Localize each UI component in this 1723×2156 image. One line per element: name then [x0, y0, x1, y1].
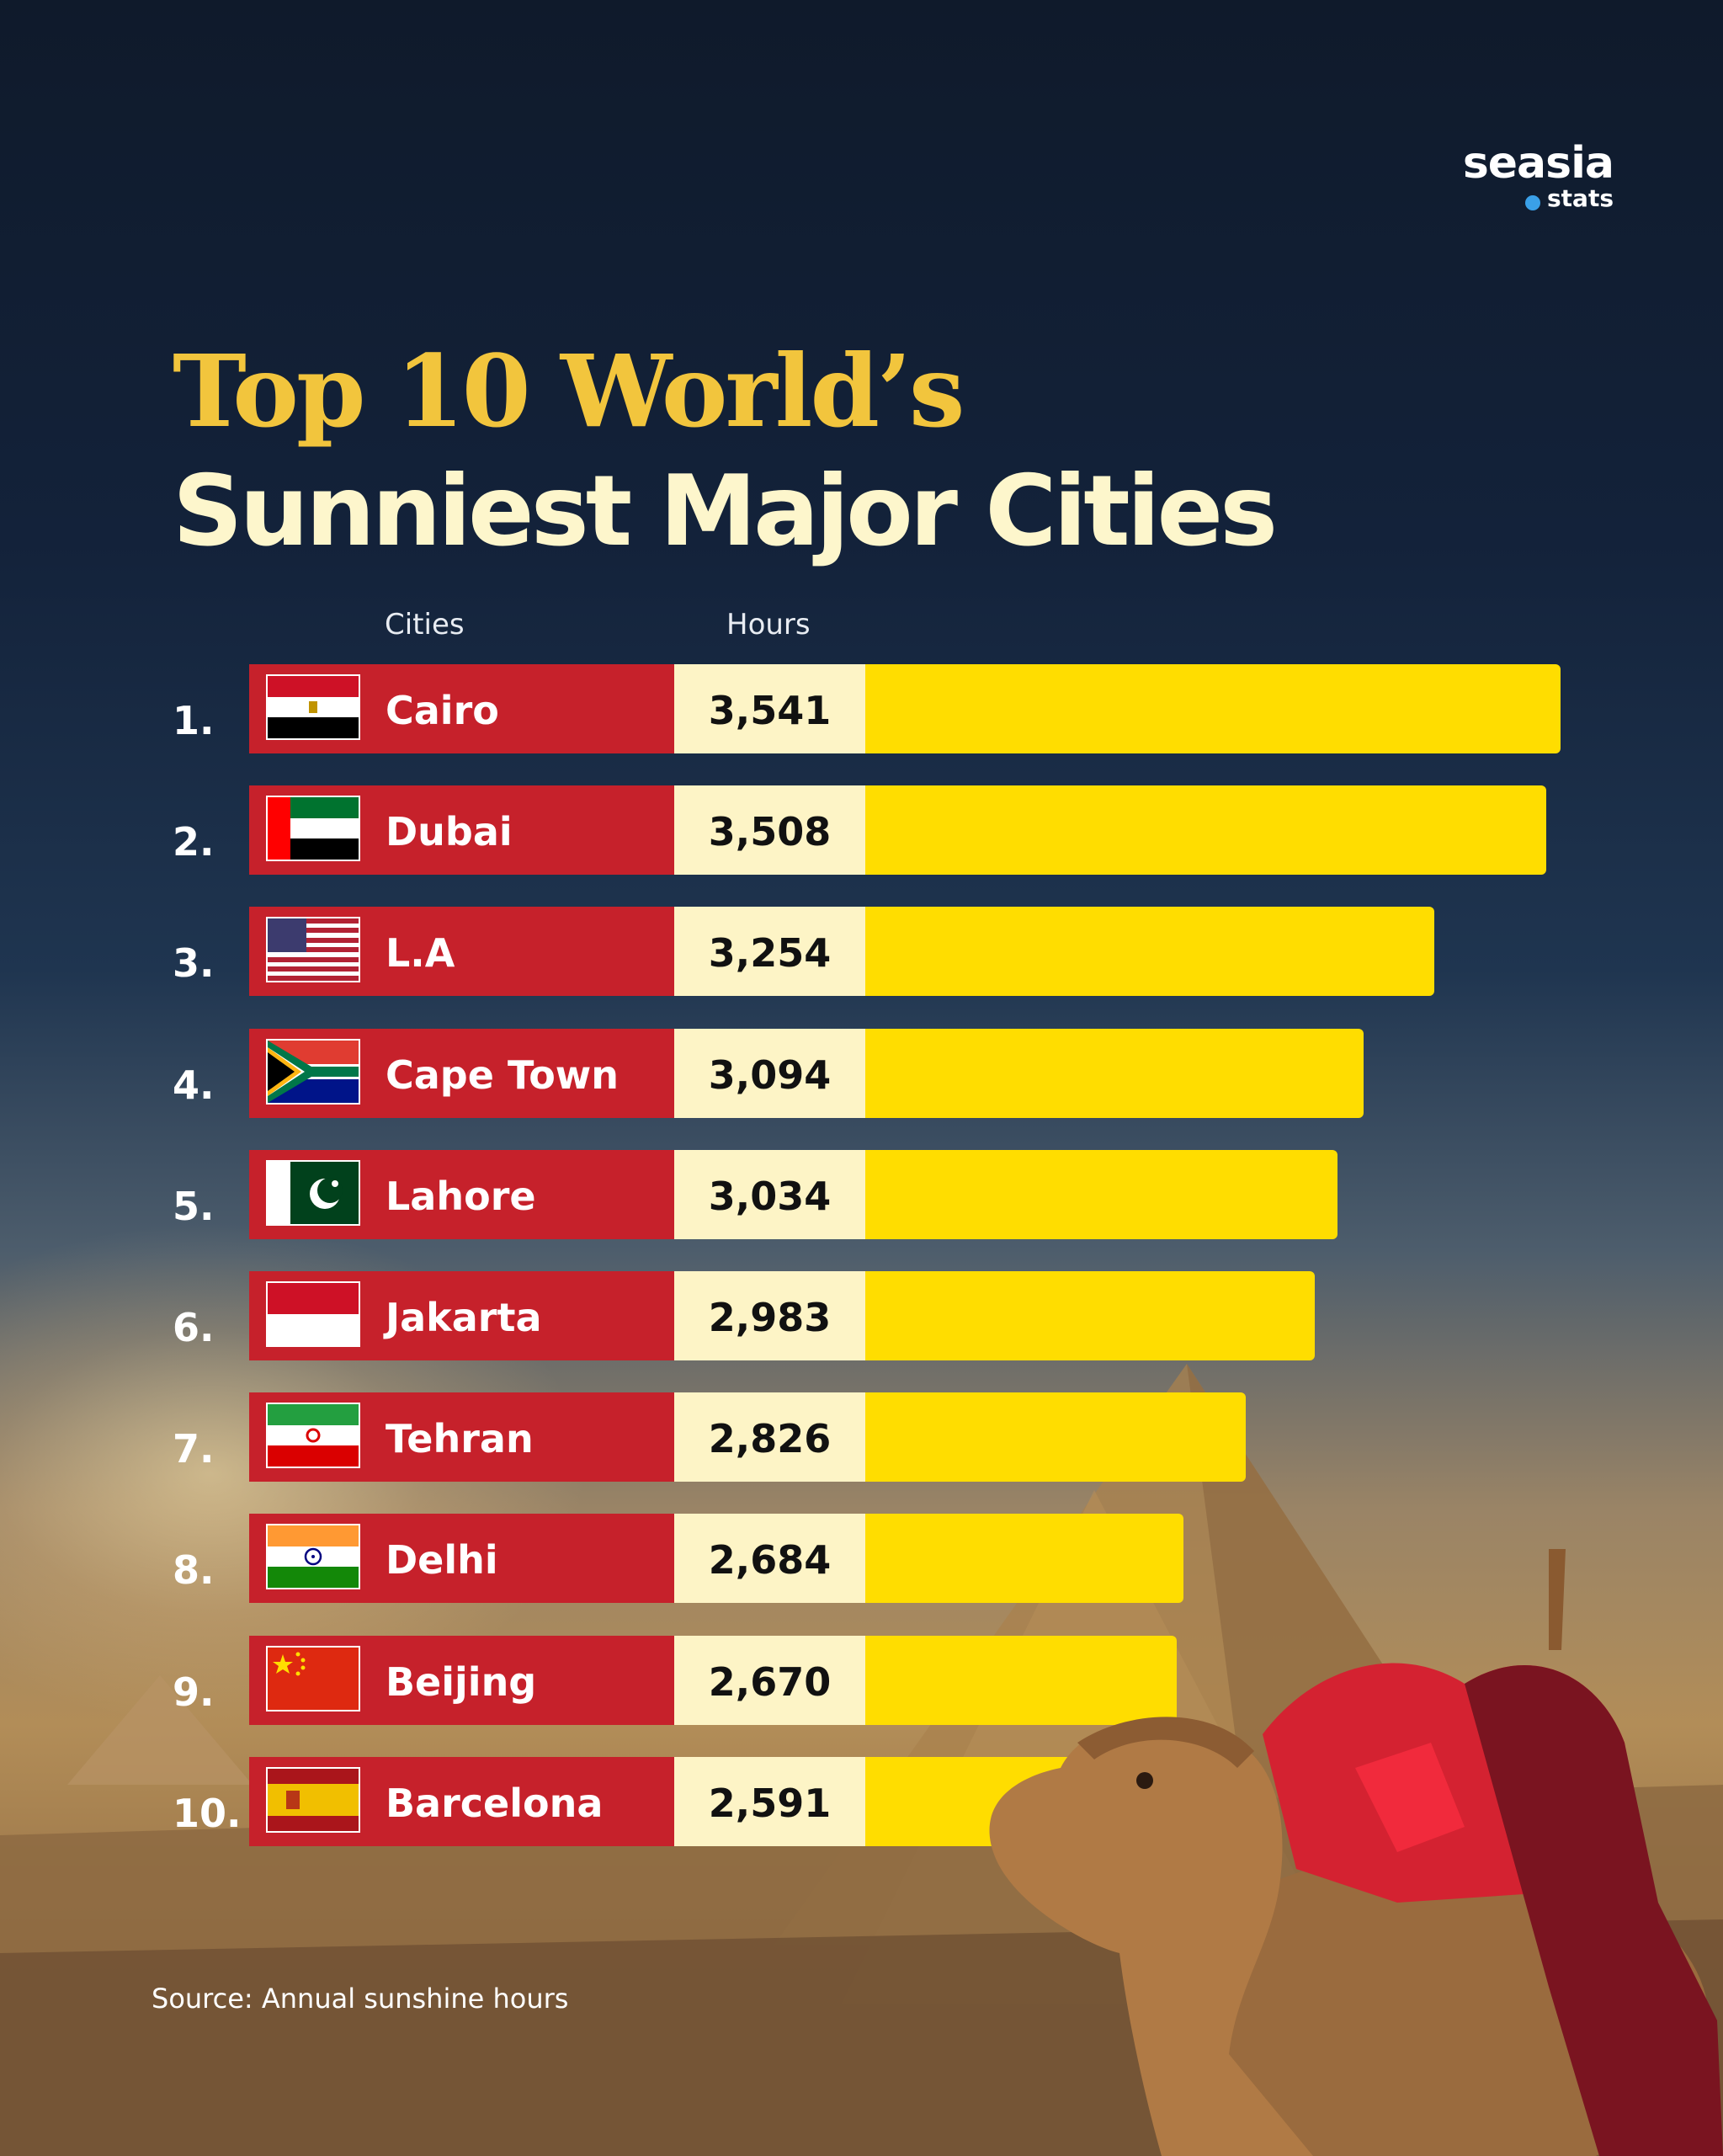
hours-bar: [865, 1392, 1246, 1483]
hours-value: 3,541: [708, 688, 832, 733]
hours-value: 2,670: [708, 1658, 832, 1705]
rank-label: 3.: [173, 940, 215, 987]
rank-label: 6.: [173, 1305, 215, 1350]
hours-bar: [865, 664, 1561, 753]
table-row: 5. Lahore 3,034: [0, 1149, 1723, 1239]
hours-cell: 3,254: [674, 907, 865, 997]
hours-cell: 2,826: [674, 1392, 865, 1483]
uae-flag-icon: [266, 796, 360, 862]
city-name: Cairo: [386, 688, 499, 733]
city-cell: Beijing: [249, 1635, 674, 1725]
city-cell: Tehran: [249, 1392, 674, 1483]
rank-label: 5.: [173, 1183, 215, 1229]
hours-cell: 2,591: [674, 1756, 865, 1846]
hours-bar: [865, 1028, 1364, 1118]
city-cell: Cape Town: [249, 1028, 674, 1118]
hours-cell: 3,094: [674, 1028, 865, 1118]
title-line-2: Sunniest Major Cities: [173, 455, 1278, 568]
table-row: 9. Beijing 2,670: [0, 1635, 1723, 1725]
hours-value: 3,034: [708, 1173, 832, 1219]
city-cell: Barcelona: [249, 1756, 674, 1846]
city-name: Dubai: [386, 809, 513, 855]
brand-name: seasia: [1462, 138, 1614, 189]
hours-value: 2,684: [708, 1537, 832, 1584]
brand-dot-icon: [1525, 194, 1540, 210]
south-africa-flag-icon: [266, 1038, 360, 1105]
rank-label: 2.: [173, 819, 215, 865]
brand-sub-row: stats: [1463, 185, 1614, 212]
hours-bar: [865, 1149, 1337, 1239]
table-row: 8. Delhi 2,684: [0, 1514, 1723, 1604]
column-header-cities: Cities: [385, 608, 465, 641]
hours-bar: [865, 1635, 1177, 1725]
hours-cell: 2,670: [674, 1635, 865, 1725]
table-row: 3. L.A 3,254: [0, 907, 1723, 997]
rank-label: 8.: [173, 1547, 215, 1594]
egypt-flag-icon: [266, 674, 360, 740]
indonesia-flag-icon: [266, 1281, 360, 1347]
city-name: Lahore: [386, 1173, 536, 1219]
city-cell: Dubai: [249, 785, 674, 876]
table-row: 6. Jakarta 2,983: [0, 1271, 1723, 1360]
city-cell: Cairo: [249, 664, 674, 753]
hours-cell: 3,508: [674, 785, 865, 876]
city-name: Delhi: [386, 1537, 498, 1584]
city-name: Jakarta: [386, 1295, 542, 1340]
rank-label: 4.: [173, 1062, 215, 1108]
city-name: Tehran: [386, 1416, 534, 1462]
iran-flag-icon: [266, 1403, 360, 1469]
column-header-hours: Hours: [726, 608, 811, 641]
hours-value: 3,094: [708, 1051, 832, 1098]
rank-label: 9.: [173, 1669, 215, 1715]
india-flag-icon: [266, 1524, 360, 1590]
rank-label: 1.: [173, 698, 215, 743]
city-cell: Delhi: [249, 1514, 674, 1604]
hours-value: 3,254: [708, 930, 832, 977]
city-name: Barcelona: [386, 1780, 604, 1826]
spain-flag-icon: [266, 1766, 360, 1833]
usa-flag-icon: [266, 917, 360, 983]
hours-bar: [865, 907, 1434, 997]
city-cell: Lahore: [249, 1149, 674, 1239]
table-row: 7. Tehran 2,826: [0, 1392, 1723, 1483]
title-line-1: Top 10 World’s: [173, 333, 965, 450]
hours-cell: 2,983: [674, 1271, 865, 1360]
brand-sub: stats: [1547, 184, 1614, 212]
table-row: 4. Cape Town 3,094: [0, 1028, 1723, 1118]
camel-image: [989, 1549, 1723, 2156]
hours-cell: 3,541: [674, 664, 865, 753]
brand-logo: seasia stats: [1463, 141, 1614, 212]
city-cell: L.A: [249, 907, 674, 997]
source-note: Source: Annual sunshine hours: [152, 1983, 569, 2015]
city-name: Cape Town: [386, 1051, 620, 1098]
hours-bar: [865, 785, 1546, 876]
hours-value: 2,591: [708, 1780, 832, 1826]
hours-bar: [865, 1514, 1183, 1604]
city-name: L.A: [386, 930, 455, 977]
rank-label: 10.: [173, 1790, 242, 1836]
hours-value: 2,983: [708, 1295, 832, 1340]
hours-cell: 2,684: [674, 1514, 865, 1604]
hours-value: 3,508: [708, 809, 832, 855]
city-name: Beijing: [386, 1658, 537, 1705]
table-row: 2. Dubai 3,508: [0, 785, 1723, 876]
hours-cell: 3,034: [674, 1149, 865, 1239]
rank-label: 7.: [173, 1426, 215, 1472]
pakistan-flag-icon: [266, 1159, 360, 1226]
city-cell: Jakarta: [249, 1271, 674, 1360]
hours-value: 2,826: [708, 1416, 832, 1462]
china-flag-icon: [266, 1645, 360, 1711]
table-row: 1. Cairo 3,541: [0, 664, 1723, 753]
hours-bar: [865, 1271, 1315, 1360]
